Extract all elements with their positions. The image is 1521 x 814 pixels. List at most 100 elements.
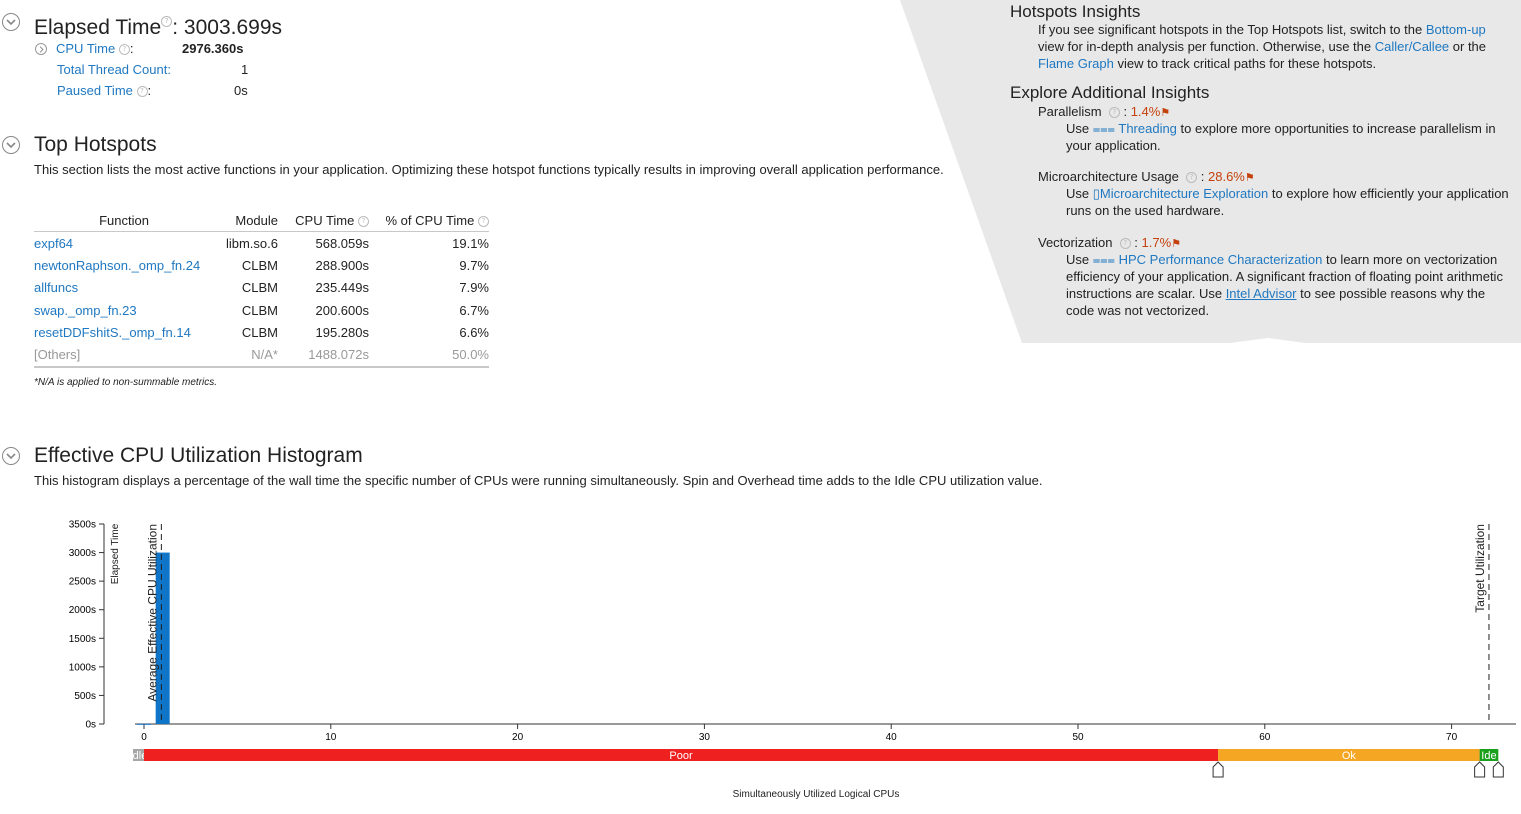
microarch-value: 28.6% <box>1208 169 1245 184</box>
colon: : <box>147 83 152 98</box>
threading-link[interactable]: ⩶ Threading <box>1093 121 1177 136</box>
module-cell: CLBM <box>241 324 278 340</box>
threshold-handle[interactable] <box>1492 761 1504 778</box>
flame-graph-link[interactable]: Flame Graph <box>1038 56 1114 71</box>
function-link[interactable]: resetDDFshitS._omp_fn.14 <box>34 324 191 340</box>
help-icon[interactable]: ? <box>358 215 369 227</box>
y-tick-label: 2000s <box>69 605 96 616</box>
flag-icon: ⚑ <box>1171 238 1182 250</box>
chip-icon: ▯ <box>1092 186 1100 201</box>
vectorization-advice: Use ⩶ HPC Performance Characterization t… <box>1066 251 1516 319</box>
module-cell: CLBM <box>241 280 278 296</box>
help-icon[interactable]: ? <box>1108 107 1120 119</box>
cpu-time-row: CPU Time ?: <box>56 41 133 56</box>
hotspots-collapse-toggle[interactable] <box>2 136 20 154</box>
hotspots-insights-text: If you see significant hotspots in the T… <box>1038 21 1508 72</box>
percent-cell: 7.9% <box>459 280 489 296</box>
parallelism-row: Parallelism ? : 1.4%⚑ <box>1038 103 1170 122</box>
microarchitecture-exploration-link[interactable]: ▯Microarchitecture Exploration <box>1093 186 1269 201</box>
histogram-bars <box>136 552 170 725</box>
text: view for in-depth analysis per function.… <box>1038 39 1375 54</box>
colon: : <box>129 41 134 56</box>
microarch-row: Microarchitecture Usage ? : 28.6%⚑ <box>1038 168 1255 187</box>
top-hotspots-title: Top Hotspots <box>34 133 157 156</box>
threshold-handle[interactable] <box>1212 761 1224 778</box>
help-icon[interactable]: ? <box>118 44 130 56</box>
function-link[interactable]: swap._omp_fn.23 <box>34 302 137 318</box>
x-tick-label: 40 <box>886 732 898 743</box>
zone-bar <box>144 749 1219 761</box>
function-link[interactable]: newtonRaphson._omp_fn.24 <box>34 257 201 273</box>
module-cell: libm.so.6 <box>225 235 278 251</box>
histogram-axes: 0s 500s 1000s 1500s 2000s 2500s 3000s 3500s 0 10 2… <box>69 520 1516 743</box>
help-icon[interactable]: ? <box>136 86 148 98</box>
utilization-zones: Idle Poor Ok Ide <box>130 749 1504 778</box>
histogram-collapse-toggle[interactable] <box>2 447 20 465</box>
text: Use <box>1066 186 1093 201</box>
zone-label: Poor <box>669 750 693 762</box>
parallelism-value: 1.4% <box>1130 104 1161 119</box>
cpu-time-link[interactable]: CPU Time <box>56 41 116 56</box>
zone-bar <box>133 749 144 761</box>
y-tick-label: 500s <box>74 691 96 702</box>
percent-cell: 6.6% <box>459 324 489 340</box>
column-header-label: Module <box>235 212 278 228</box>
help-icon[interactable]: ? <box>1119 238 1131 250</box>
function-cell: [Others] <box>34 343 214 368</box>
column-header-cpu-time[interactable]: CPU Time ? <box>278 209 369 232</box>
help-icon[interactable]: ? <box>161 15 173 27</box>
cpu-time-cell: 568.059s <box>315 235 370 251</box>
help-icon[interactable]: ? <box>1186 172 1198 184</box>
column-header-percent-cpu[interactable]: % of CPU Time ? <box>369 209 489 232</box>
chevron-down-icon <box>6 453 16 460</box>
chevron-down-icon <box>6 142 16 149</box>
total-thread-count-value: 1 <box>241 62 249 77</box>
y-tick-label: 3000s <box>69 548 96 559</box>
intel-advisor-link[interactable]: Intel Advisor <box>1225 286 1297 301</box>
threshold-handle[interactable] <box>1474 761 1486 778</box>
bottom-up-link[interactable]: Bottom-up <box>1425 22 1486 37</box>
y-tick-label: 2500s <box>69 577 96 588</box>
cpu-time-cell: 235.449s <box>315 280 370 296</box>
text: to explore more opportunities to increas… <box>1066 121 1496 153</box>
cpu-time-expand-toggle[interactable] <box>35 43 47 55</box>
column-header-function[interactable]: Function <box>34 209 214 232</box>
parallelism-label: Parallelism <box>1038 104 1102 119</box>
chevron-down-icon <box>6 19 16 26</box>
x-tick-label: 10 <box>325 732 337 743</box>
function-link[interactable]: allfuncs <box>34 280 79 296</box>
table-row: allfuncs CLBM 235.449s 7.9% <box>34 277 489 299</box>
hpc-performance-link[interactable]: ⩶ HPC Performance Characterization <box>1093 252 1323 267</box>
zone-label: Idle <box>130 750 148 762</box>
elapsed-collapse-toggle[interactable] <box>2 13 20 31</box>
function-link[interactable]: expf64 <box>34 235 74 251</box>
x-tick-label: 30 <box>699 732 711 743</box>
hotspots-table-wrapper: Function Module CPU Time ? % of CPU Time… <box>34 209 489 368</box>
column-header-module[interactable]: Module <box>214 209 278 232</box>
colon: : <box>1134 235 1138 250</box>
histogram-bar[interactable] <box>155 552 170 724</box>
cpu-time-cell: 195.280s <box>315 324 370 340</box>
flag-icon: ⚑ <box>1160 107 1171 119</box>
text: Use <box>1066 121 1093 136</box>
paused-time-link[interactable]: Paused Time <box>57 83 133 98</box>
y-tick-label: 1000s <box>69 662 96 673</box>
text: or the <box>1449 39 1487 54</box>
help-icon[interactable]: ? <box>478 215 489 227</box>
caller-callee-link[interactable]: Caller/Callee <box>1374 39 1450 54</box>
total-thread-count-link[interactable]: Total Thread Count: <box>57 62 171 77</box>
zone-label: Ok <box>1342 750 1357 762</box>
zone-bar <box>1479 749 1499 761</box>
colon: : <box>1200 169 1205 184</box>
cpu-time-cell: 200.600s <box>315 302 370 318</box>
table-row-others: [Others] N/A* 1488.072s 50.0% <box>34 343 489 368</box>
percent-cell: 9.7% <box>459 257 489 273</box>
y-tick-label: 0s <box>85 720 96 731</box>
chevron-right-icon <box>39 45 44 53</box>
histogram-bar[interactable] <box>136 723 152 725</box>
cpu-time-value: 2976.360s <box>182 41 244 56</box>
x-tick-label: 50 <box>1072 732 1084 743</box>
percent-cell: 6.7% <box>459 302 489 318</box>
x-tick-label: 70 <box>1446 732 1458 743</box>
